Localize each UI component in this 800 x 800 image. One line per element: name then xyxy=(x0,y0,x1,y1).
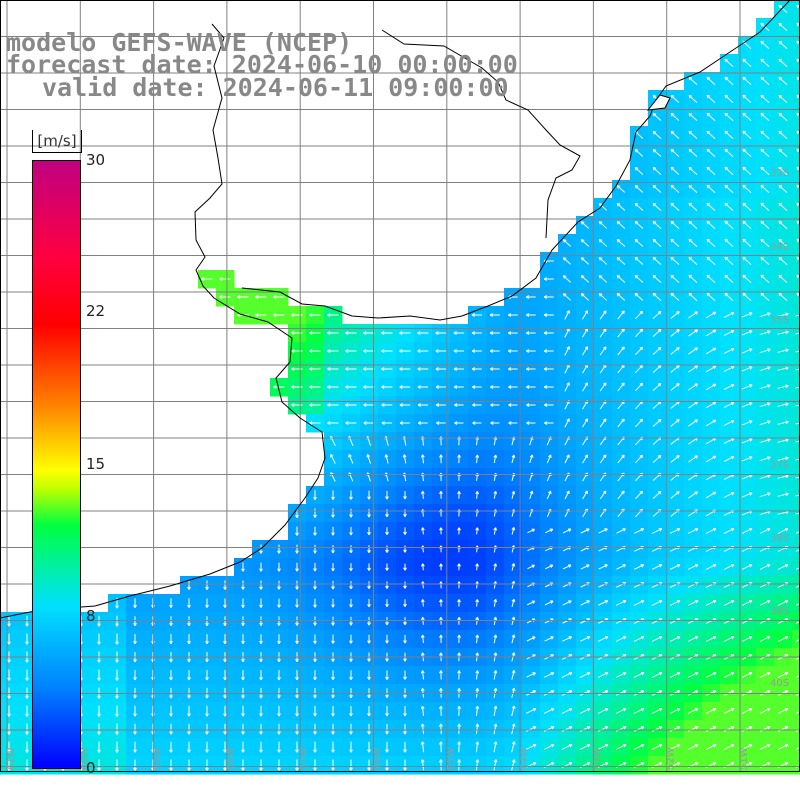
wind-speed-field xyxy=(0,0,800,775)
colorbar xyxy=(32,160,81,769)
lon-label-59W: 59W xyxy=(153,747,164,770)
lon-label-51W: 51W xyxy=(739,747,750,770)
lat-label-38S: 38S xyxy=(770,533,789,544)
latitude-labels: 33S 34S 35S 37S 38S 39S 40S xyxy=(770,168,789,689)
wind-vectors xyxy=(7,4,800,771)
model-title: modelo GEFS-WAVE (NCEP) xyxy=(6,28,353,57)
longitude-labels: 61W 60W 59W 58W 57W 56W 55W 54W 53W 52W 51W xyxy=(6,747,750,770)
valid-date: valid date: 2024-06-11 09:00:00 xyxy=(42,73,509,102)
lon-label-55W: 55W xyxy=(446,747,457,770)
lat-label-37S: 37S xyxy=(770,460,789,471)
colorbar-tick-0: 0 xyxy=(86,759,96,777)
colorbar-tick-8: 8 xyxy=(86,607,96,625)
lat-label-40S: 40S xyxy=(770,678,789,689)
lon-label-61W: 61W xyxy=(6,747,17,770)
colorbar-unit: [m/s] xyxy=(32,130,82,153)
lat-label-39S: 39S xyxy=(770,606,789,617)
colorbar-tick-30: 30 xyxy=(86,151,106,169)
lat-label-33S: 33S xyxy=(770,168,789,179)
colorbar-tick-15: 15 xyxy=(86,455,106,473)
forecast-date: forecast date: 2024-06-10 00:00:00 xyxy=(6,50,518,79)
lon-label-58W: 58W xyxy=(226,747,237,770)
lon-label-52W: 52W xyxy=(666,747,677,770)
graticule xyxy=(0,0,800,772)
coastline xyxy=(0,0,791,619)
lon-label-54W: 54W xyxy=(519,747,530,770)
lon-label-60W: 60W xyxy=(79,747,90,770)
lon-label-53W: 53W xyxy=(592,747,603,770)
lon-label-56W: 56W xyxy=(373,747,384,770)
lat-label-35S: 35S xyxy=(770,315,789,326)
colorbar-tick-22: 22 xyxy=(86,302,106,320)
lon-label-57W: 57W xyxy=(299,747,310,770)
lat-label-34S: 34S xyxy=(770,242,789,253)
